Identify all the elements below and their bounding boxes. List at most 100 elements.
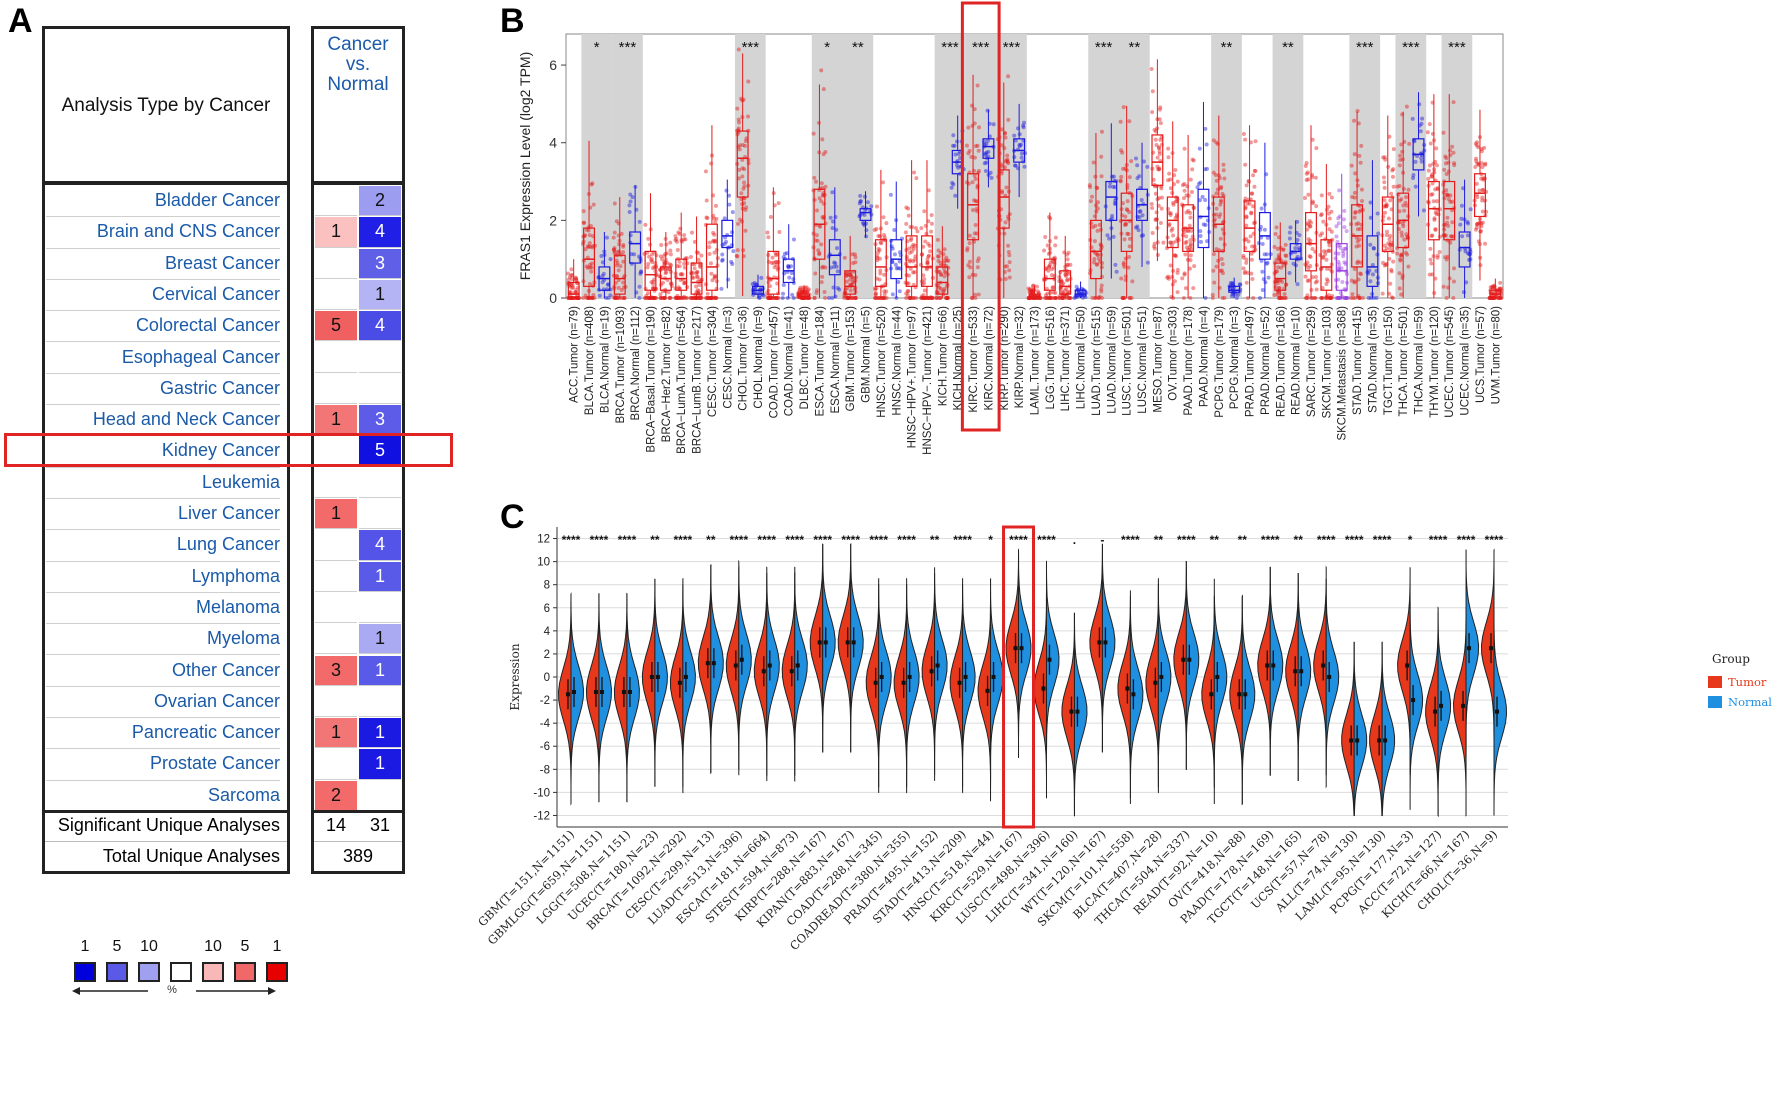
cancer-row-name[interactable]: Kidney Cancer — [46, 435, 280, 468]
data-point — [627, 203, 632, 208]
cancer-row-name[interactable]: Bladder Cancer — [46, 185, 280, 218]
y-tick-label: 0 — [544, 672, 550, 684]
data-point — [599, 254, 604, 259]
median-dot — [1349, 738, 1354, 743]
data-point — [740, 174, 745, 179]
cancer-row-name[interactable]: Myeloma — [46, 623, 280, 656]
median-dot — [733, 663, 738, 668]
cancer-row-name[interactable]: Pancreatic Cancer — [46, 717, 280, 750]
data-point — [674, 296, 679, 300]
median-dot — [761, 669, 766, 674]
data-point — [675, 293, 680, 298]
tumor-violin — [837, 543, 852, 753]
x-tick-label: BRCA−LumA.Tumor (n=564) — [676, 306, 688, 454]
data-point — [645, 265, 650, 270]
data-point — [581, 220, 586, 225]
significance-label: . — [1073, 533, 1076, 547]
data-point — [707, 245, 712, 250]
data-point — [742, 143, 747, 148]
cancer-row-name[interactable]: Gastric Cancer — [46, 373, 280, 406]
data-point — [768, 296, 773, 300]
data-point — [786, 265, 791, 270]
cancer-row-name[interactable]: Ovarian Cancer — [46, 686, 280, 719]
significance-label: **** — [562, 533, 581, 547]
data-point — [814, 288, 819, 293]
cancer-row-name[interactable]: Lung Cancer — [46, 529, 280, 562]
data-point — [743, 228, 748, 233]
cancer-row-name[interactable]: Breast Cancer — [46, 248, 280, 280]
median-dot — [1411, 698, 1416, 703]
tumor-violin — [725, 565, 740, 776]
cancer-row-name[interactable]: Lymphoma — [46, 561, 280, 593]
data-point — [819, 68, 824, 73]
cancer-row-name[interactable]: Liver Cancer — [46, 498, 280, 531]
cancer-row-name[interactable]: Melanoma — [46, 592, 280, 625]
data-point — [774, 296, 779, 300]
data-point — [712, 295, 717, 300]
median-dot — [935, 663, 940, 668]
legend-swatch — [1708, 696, 1722, 708]
data-point — [583, 247, 588, 252]
data-point — [791, 296, 796, 300]
data-point — [708, 296, 713, 300]
significance-label: *** — [619, 39, 637, 56]
data-point — [682, 280, 687, 285]
cancer-row-name[interactable]: Esophageal Cancer — [46, 342, 280, 374]
median-dot — [823, 640, 828, 645]
data-point — [820, 215, 825, 220]
cancer-row-name[interactable]: Colorectal Cancer — [46, 310, 280, 343]
data-point — [765, 230, 770, 235]
data-point — [647, 254, 652, 259]
cancer-cell-under: 4 — [359, 311, 401, 342]
cancer-row-name[interactable]: Leukemia — [46, 467, 280, 499]
data-point — [662, 253, 667, 258]
data-point — [746, 79, 751, 84]
data-point — [614, 293, 619, 298]
cancer-row-name[interactable]: Brain and CNS Cancer — [46, 216, 280, 249]
significance-label: **** — [897, 533, 916, 547]
legend-swatch — [170, 962, 192, 982]
data-point — [674, 239, 679, 244]
data-point — [768, 284, 773, 289]
data-point — [712, 275, 717, 280]
data-point — [754, 282, 759, 287]
x-tick-label: CESC.Tumor (n=304) — [707, 306, 719, 417]
data-point — [650, 266, 655, 271]
data-point — [630, 195, 635, 200]
normal-violin — [1493, 613, 1508, 816]
data-point — [675, 247, 680, 252]
significance-band — [1441, 34, 1473, 298]
cancer-row-name[interactable]: Other Cancer — [46, 655, 280, 687]
significance-label: **** — [1009, 533, 1028, 547]
data-point — [581, 296, 586, 300]
data-point — [692, 266, 697, 271]
data-point — [588, 265, 593, 270]
cancer-row-name[interactable]: Cervical Cancer — [46, 279, 280, 312]
data-point — [823, 265, 828, 270]
legend-swatch — [138, 962, 160, 982]
cancer-cell-over — [315, 186, 357, 217]
data-point — [789, 264, 794, 269]
cancer-cell-over — [315, 530, 357, 561]
median-dot — [705, 661, 710, 666]
cancer-cell-over — [315, 687, 357, 718]
cancer-row-name[interactable]: Prostate Cancer — [46, 748, 280, 781]
data-point — [632, 252, 637, 257]
data-point — [621, 259, 626, 264]
data-point — [676, 230, 681, 235]
cancer-cell-over — [315, 749, 357, 780]
box — [721, 219, 734, 249]
significance-label: **** — [1457, 533, 1476, 547]
significance-band — [934, 34, 966, 298]
data-point — [668, 240, 673, 245]
tumor-violin — [753, 572, 768, 782]
normal-violin — [822, 543, 836, 753]
data-point — [678, 272, 683, 277]
significance-band — [734, 34, 766, 298]
data-point — [698, 296, 703, 300]
data-point — [668, 252, 673, 257]
data-point — [767, 296, 772, 300]
data-point — [679, 272, 684, 277]
cancer-cell-over — [315, 374, 357, 405]
normal-violin — [1381, 641, 1396, 817]
